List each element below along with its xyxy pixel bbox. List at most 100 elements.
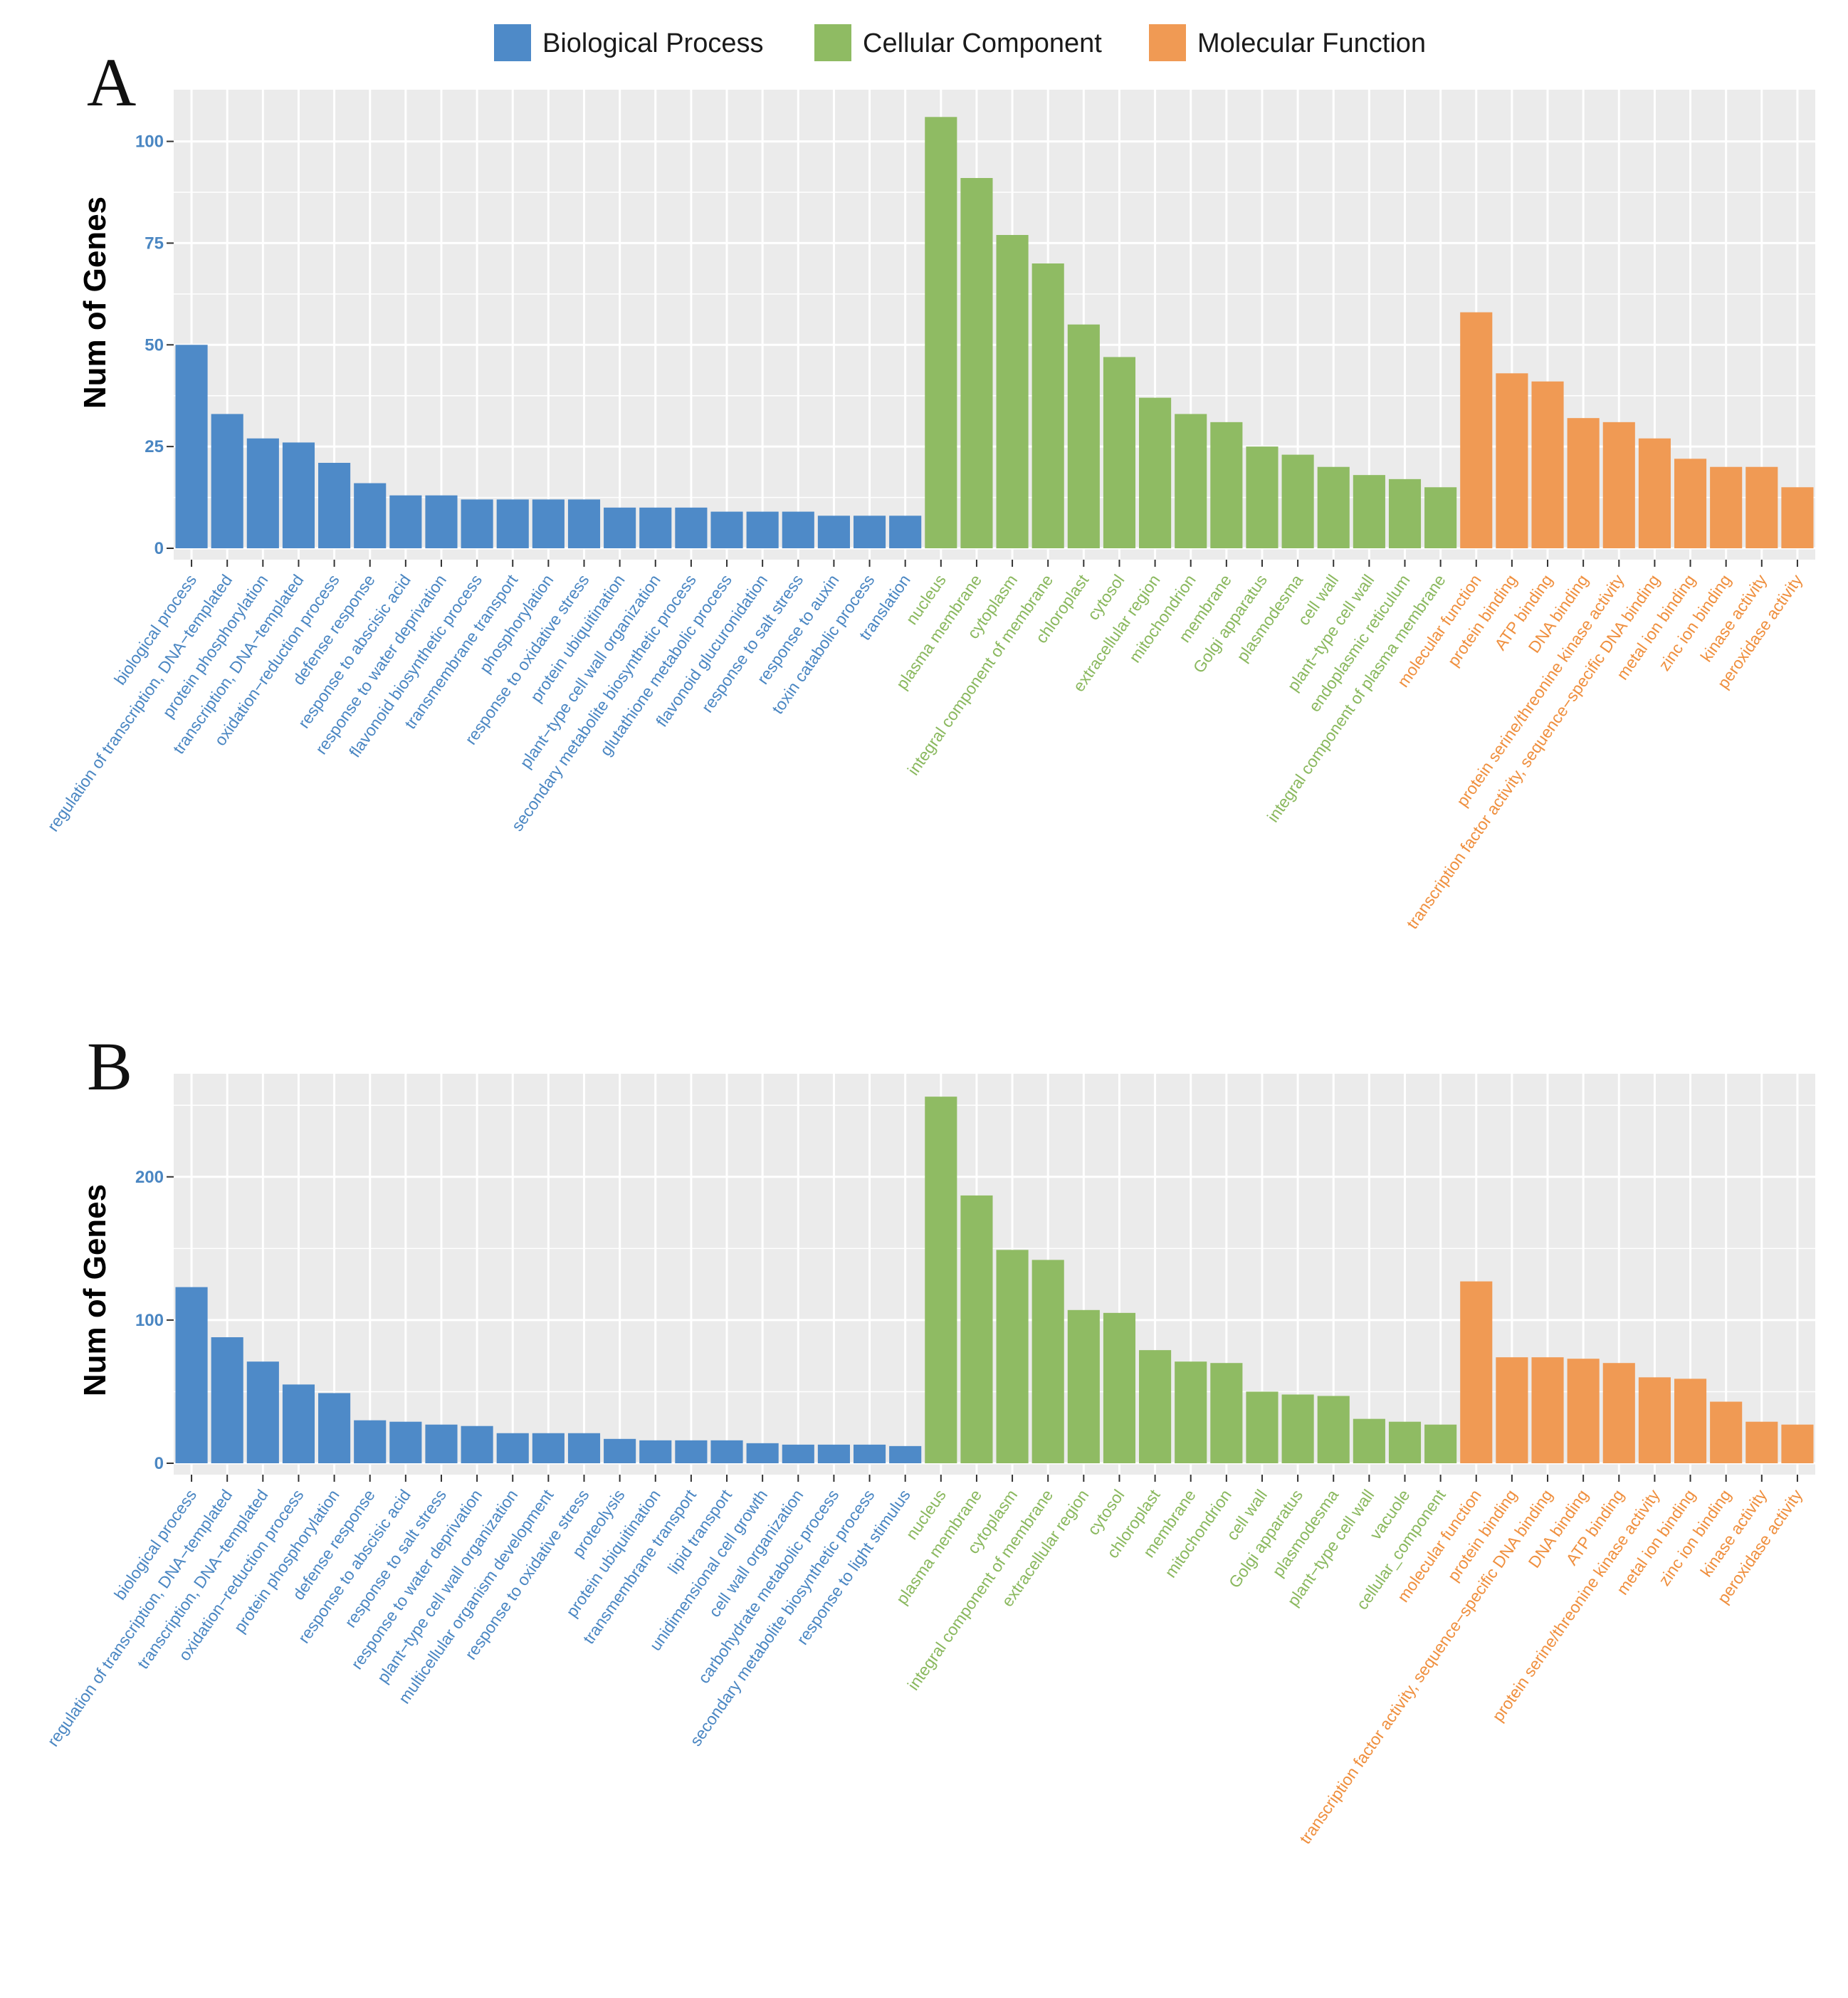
y-tick-label: 25: [145, 437, 164, 456]
bar-endoplasmic-reticulum: [1388, 478, 1422, 548]
bar-biological-process: [175, 345, 208, 548]
bar-cytoplasm: [996, 235, 1029, 548]
y-axis-title: Num of Genes: [78, 197, 112, 409]
bar-plasmodesma: [1317, 1396, 1350, 1463]
bar-metal-ion-binding: [1674, 459, 1707, 548]
bar-flavonoid-glucuronidation: [746, 511, 779, 548]
bar-atp-binding: [1531, 381, 1564, 548]
y-tick-label: 75: [145, 234, 164, 253]
legend-swatch-molecular-function: [1149, 24, 1186, 61]
bar-response-to-water-deprivation: [461, 1426, 493, 1463]
bar-response-to-oxidative-stress: [567, 1433, 601, 1463]
bar-plant-type-cell-wall-organization: [496, 1433, 529, 1463]
bar-biological-process: [175, 1287, 208, 1463]
bar-protein-ubiquitination: [604, 507, 636, 548]
bar-cell-wall: [1246, 1391, 1279, 1463]
bar-integral-component-of-membrane: [1031, 1260, 1064, 1463]
y-tick-label: 100: [135, 1311, 164, 1330]
bar-mitochondrion: [1210, 1363, 1243, 1463]
bar-plant-type-cell-wall-organization: [639, 507, 672, 548]
bar-translation: [889, 516, 922, 548]
bar-response-to-auxin: [817, 516, 850, 548]
bar-response-to-water-deprivation: [425, 495, 458, 548]
bar-atp-binding: [1602, 1363, 1635, 1463]
y-tick-label: 0: [154, 539, 164, 558]
bar-extracellular-region: [1067, 1309, 1100, 1463]
bar-transcription-factor-activity-sequence-specific-dna-binding: [1531, 1357, 1564, 1463]
bar-toxin-catabolic-process: [853, 516, 886, 548]
bar-cytosol: [1103, 357, 1136, 548]
bar-response-to-abscisic-acid: [389, 1421, 422, 1463]
bar-proteolysis: [604, 1438, 636, 1463]
bar-multicellular-organism-development: [532, 1433, 565, 1463]
bar-protein-phosphorylation: [318, 1393, 351, 1463]
bar-glutathione-metabolic-process: [710, 511, 743, 548]
y-axis-title: Num of Genes: [78, 1184, 112, 1396]
bar-zinc-ion-binding: [1710, 466, 1743, 548]
bar-oxidation-reduction-process: [318, 463, 351, 548]
panel-letter: A: [87, 44, 136, 120]
bar-vacuole: [1388, 1421, 1422, 1463]
legend-swatch-biological-process: [494, 24, 531, 61]
bar-membrane: [1210, 422, 1243, 548]
bar-regulation-of-transcription-dna-templated: [211, 1337, 243, 1463]
bar-dna-binding: [1567, 1359, 1600, 1463]
bar-defense-response: [354, 483, 387, 548]
bar-response-to-salt-stress: [425, 1424, 458, 1463]
bar-cellular-component: [1424, 1424, 1457, 1463]
bar-zinc-ion-binding: [1710, 1401, 1743, 1463]
bar-response-to-oxidative-stress: [567, 499, 601, 548]
bar-protein-phosphorylation: [246, 438, 279, 548]
bar-flavonoid-biosynthetic-process: [461, 499, 493, 548]
legend-label-cellular-component: Cellular Component: [863, 28, 1102, 58]
bar-cytoplasm: [996, 1250, 1029, 1463]
y-tick-label: 200: [135, 1168, 164, 1187]
bar-protein-ubiquitination: [639, 1440, 672, 1463]
legend-label-biological-process: Biological Process: [542, 28, 763, 58]
bar-molecular-function: [1460, 1281, 1493, 1463]
bar-transcription-dna-templated: [246, 1361, 279, 1463]
legend: Biological Process Cellular Component Mole…: [494, 24, 1426, 61]
legend-label-molecular-function: Molecular Function: [1197, 28, 1426, 58]
bar-metal-ion-binding: [1674, 1379, 1707, 1463]
bar-phosphorylation: [532, 499, 565, 548]
bar-molecular-function: [1460, 312, 1493, 548]
bar-chloroplast: [1139, 1350, 1172, 1463]
bar-nucleus: [925, 117, 957, 549]
bar-dna-binding: [1567, 418, 1600, 548]
bar-protein-binding: [1496, 1357, 1528, 1463]
bar-peroxidase-activity: [1781, 1424, 1814, 1463]
bar-mitochondrion: [1175, 414, 1207, 548]
bar-cell-wall: [1317, 466, 1350, 548]
bar-protein-binding: [1496, 373, 1528, 548]
panel-letter: B: [87, 1028, 132, 1104]
bar-plasma-membrane: [960, 178, 993, 548]
bar-response-to-abscisic-acid: [389, 495, 422, 548]
y-tick-label: 50: [145, 335, 164, 355]
bar-response-to-salt-stress: [782, 511, 814, 548]
x-label-protein-serine-threonine-kinase-activity: protein serine/threonine kinase activity: [1489, 1486, 1664, 1725]
bar-defense-response: [354, 1420, 387, 1463]
bar-peroxidase-activity: [1781, 487, 1814, 548]
bar-cytosol: [1103, 1312, 1136, 1463]
y-tick-label: 100: [135, 132, 164, 152]
bar-cell-wall-organization: [782, 1444, 814, 1463]
bar-carbohydrate-metabolic-process: [817, 1444, 850, 1463]
x-label-protein-serine-threonine-kinase-activity: protein serine/threonine kinase activity: [1453, 571, 1628, 810]
bar-plant-type-cell-wall: [1353, 1418, 1385, 1463]
bar-golgi-apparatus: [1281, 1394, 1314, 1463]
bar-integral-component-of-plasma-membrane: [1424, 487, 1457, 548]
bar-integral-component-of-membrane: [1031, 263, 1064, 548]
bar-kinase-activity: [1745, 1421, 1778, 1463]
bar-chloroplast: [1067, 324, 1100, 548]
bar-membrane: [1175, 1361, 1207, 1463]
bar-response-to-light-stimulus: [889, 1445, 922, 1463]
bar-secondary-metabolite-biosynthetic-process: [675, 507, 708, 548]
bar-golgi-apparatus: [1246, 446, 1279, 548]
bar-plasma-membrane: [960, 1195, 993, 1463]
y-tick-label: 0: [154, 1454, 164, 1473]
